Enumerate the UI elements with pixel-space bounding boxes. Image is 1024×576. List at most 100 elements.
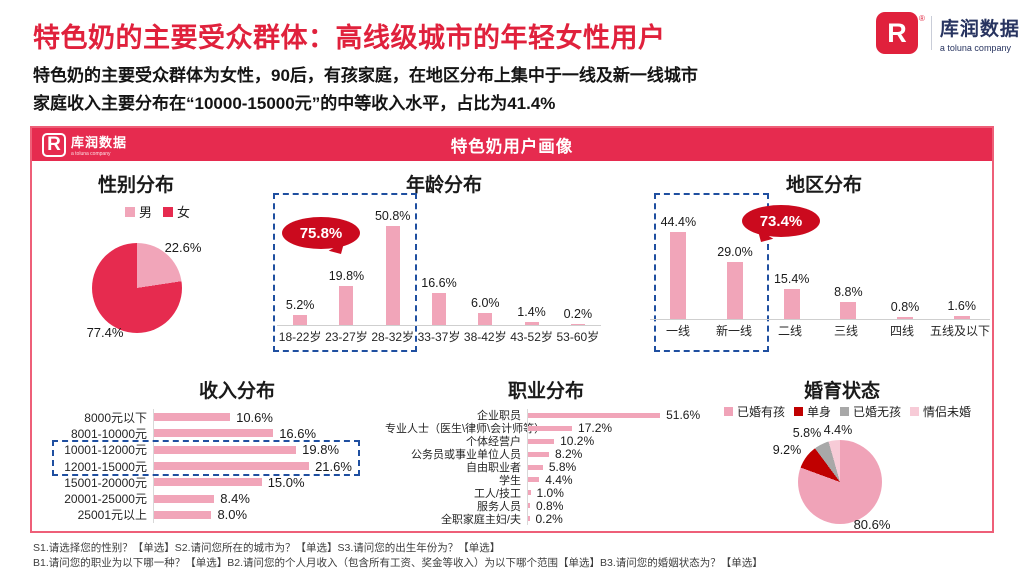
bar-column: 6.0%	[462, 296, 508, 325]
bar-value-label: 1.4%	[517, 305, 546, 320]
age-callout-bubble: 75.8%	[282, 217, 360, 249]
bar-row: 企业职员 51.6%	[385, 408, 705, 423]
bar-category-label: 33-37岁	[417, 330, 461, 344]
age-category-labels: 18-22岁 23-27岁 28-32岁 33-37岁 38-42岁 43-52岁 53-6…	[277, 328, 601, 345]
bar	[154, 413, 231, 422]
bar-track: 8.2%	[527, 447, 582, 461]
legend-item: 情侣未婚	[910, 403, 971, 420]
bar-column: 1.6%	[933, 299, 990, 319]
bar-track: 1.0%	[527, 486, 564, 500]
marital-legend: 已婚有孩 单身 已婚无孩 情侣未婚	[705, 403, 990, 420]
bar-category-label: 企业职员	[477, 410, 521, 423]
bar-value-label: 16.6%	[421, 275, 457, 290]
bar-category-label: 12001-15000元	[64, 459, 147, 474]
bar-row: 学生 4.4%	[385, 472, 705, 487]
chart-title-region: 地区分布	[785, 175, 862, 196]
brand-name: 库润数据	[939, 18, 1020, 40]
bar-track: 4.4%	[527, 472, 573, 487]
bar-track: 16.6%	[153, 425, 316, 442]
bar	[339, 286, 354, 325]
bar-track: 51.6%	[527, 408, 700, 422]
bar-column: 50.8%	[370, 209, 416, 325]
bar-value-label: 19.8%	[328, 269, 365, 284]
chart-title-age: 年龄分布	[405, 175, 482, 196]
bar-row: 12001-15000元 21.6%	[45, 457, 380, 475]
bar-category-label: 公务员或事业单位人员	[411, 449, 521, 462]
bar-category-label: 53-60岁	[556, 330, 600, 344]
age-distribution-chart: 年龄分布 75.8% 5.2% 19.8% 50.8% 16.6% 6.0% 1.4% 0.…	[273, 166, 625, 366]
occupation-bars: 企业职员 51.6% 专业人士（医生\律师\会计师等） 17.2% 个体经营户 10.2%…	[385, 408, 705, 525]
bar-category-label: 25001元以上	[77, 508, 147, 523]
bar-value-label: 4.4%	[545, 472, 573, 487]
page-subtitle: 特色奶的主要受众群体为女性，90后，有孩家庭，在地区分布上集中于一线及新一线城市…	[33, 62, 698, 118]
bar-category-label: 23-27岁	[325, 330, 368, 344]
bar	[897, 317, 914, 319]
marital-pie	[798, 440, 882, 524]
bar	[154, 478, 262, 487]
region-callout-bubble: 73.4%	[742, 205, 820, 237]
legend-label: 单身	[806, 405, 831, 419]
legend-label: 已婚有孩	[736, 405, 785, 419]
bar-column: 15.4%	[763, 272, 820, 319]
bar-column: 0.2%	[555, 307, 601, 325]
bar-value-label: 1.6%	[947, 298, 976, 313]
bar-track: 15.0%	[153, 474, 305, 491]
bar-value-label: 10.2%	[560, 434, 595, 449]
bar-value-label: 50.8%	[374, 209, 411, 223]
bar-value-label: 15.4%	[773, 271, 810, 286]
legend-label: 男	[138, 205, 152, 220]
pie-label-single: 9.2%	[772, 443, 802, 457]
legend-label: 女	[177, 205, 191, 220]
legend-item: 男	[124, 202, 152, 221]
legend-item: 已婚无孩	[840, 403, 901, 420]
bar-category-label: 18-22岁	[278, 330, 322, 344]
bar-column: 8.8%	[820, 285, 877, 319]
bar-track: 5.8%	[527, 460, 577, 475]
bar	[840, 301, 857, 319]
bar	[154, 494, 215, 503]
bar-column: 19.8%	[323, 269, 369, 325]
bar-category-label: 15001-20000元	[64, 475, 147, 490]
gender-legend: 男女	[40, 202, 275, 221]
bar	[528, 412, 661, 418]
bar-row: 个体经营户 10.2%	[385, 434, 705, 449]
bar-track: 8.0%	[153, 506, 247, 524]
bar-category-label: 自由职业者	[466, 462, 521, 475]
bar-category-label: 服务人员	[477, 500, 521, 513]
brand-logo: R ® 库润数据 a toluna company	[876, 12, 1020, 54]
gender-pie	[92, 243, 182, 333]
bar-value-label: 15.0%	[267, 474, 305, 490]
chart-title-income: 收入分布	[198, 381, 275, 402]
bar-value-label: 5.8%	[548, 460, 577, 475]
bar-row: 20001-25000元 8.4%	[45, 490, 380, 507]
band-brand-name: 库润数据	[71, 135, 128, 150]
pie-label-male: 22.6%	[164, 240, 202, 255]
bar-column: 5.2%	[277, 298, 323, 325]
region-distribution-chart: 地区分布 73.4% 44.4% 29.0% 15.4% 8.8% 0.8% 1.6% 一…	[650, 166, 990, 366]
bar-category-label: 8001-10000元	[70, 426, 147, 441]
bar-row: 工人/技工 1.0%	[385, 486, 705, 500]
bar-value-label: 0.8%	[536, 498, 564, 513]
bar-category-label: 个体经营户	[466, 436, 521, 449]
legend-label: 已婚无孩	[853, 405, 902, 419]
gender-distribution-chart: 性别分布 男女 22.6% 77.4%	[40, 166, 275, 361]
band-brand-tagline: a toluna company	[71, 151, 111, 157]
bar-value-label: 0.8%	[890, 300, 920, 315]
region-highlight-box	[654, 193, 769, 352]
subtitle-line-1: 特色奶的主要受众群体为女性，90后，有孩家庭，在地区分布上集中于一线及新一线城市	[33, 66, 698, 85]
bar	[293, 314, 308, 325]
bar	[783, 288, 800, 319]
bar-category-label: 8000元以下	[84, 410, 147, 425]
bar-category-label: 一线	[665, 324, 690, 338]
bar-value-label: 8.8%	[834, 284, 863, 299]
bar-row: 服务人员 0.8%	[385, 498, 705, 513]
bar-column: 16.6%	[416, 276, 462, 325]
bar	[528, 477, 540, 483]
bar-value-label: 5.2%	[285, 297, 315, 312]
legend-item: 单身	[793, 403, 831, 420]
region-bars: 44.4% 29.0% 15.4% 8.8% 0.8% 1.6%	[650, 185, 990, 320]
marital-status-chart: 婚育状态 已婚有孩 单身 已婚无孩 情侣未婚 9.2% 5.8% 4.4% 80.6%	[705, 372, 990, 532]
bar	[154, 445, 297, 454]
bar	[528, 516, 530, 522]
bar	[528, 464, 543, 470]
